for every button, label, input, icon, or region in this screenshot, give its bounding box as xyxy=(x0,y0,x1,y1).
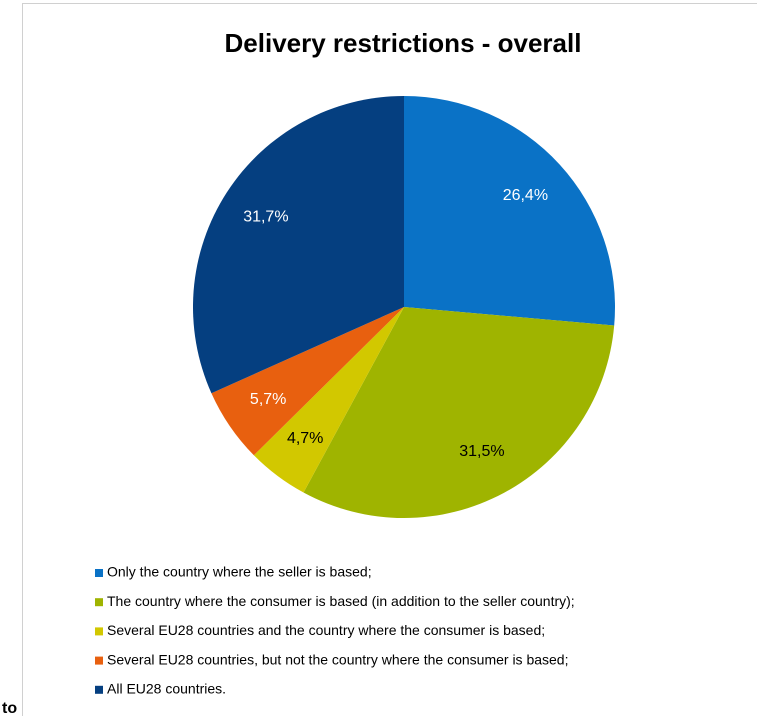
legend-label: All EU28 countries. xyxy=(107,681,226,697)
legend-label: The country where the consumer is based … xyxy=(107,593,575,609)
data-label: 31,5% xyxy=(459,443,504,460)
legend-label: Several EU28 countries, but not the coun… xyxy=(107,651,568,667)
legend-swatch xyxy=(95,656,103,665)
legend-swatch xyxy=(95,569,103,577)
pie-slice xyxy=(211,307,404,456)
data-label: 4,7% xyxy=(287,430,323,447)
pie-slice xyxy=(404,96,615,326)
legend-swatch xyxy=(95,627,103,636)
text-fragment: to xyxy=(2,700,17,716)
legend-label: Only the country where the seller is bas… xyxy=(107,564,372,580)
pie-slice xyxy=(192,96,404,394)
pie-slice xyxy=(303,307,615,518)
data-label: 5,7% xyxy=(250,391,286,408)
chart-title: Delivery restrictions - overall xyxy=(225,28,582,58)
legend-swatch xyxy=(95,685,103,694)
legend-label: Several EU28 countries and the country w… xyxy=(107,622,545,638)
pie-slice xyxy=(253,307,404,493)
legend-swatch xyxy=(95,598,103,607)
data-label: 31,7% xyxy=(243,209,288,226)
data-label: 26,4% xyxy=(503,187,548,204)
